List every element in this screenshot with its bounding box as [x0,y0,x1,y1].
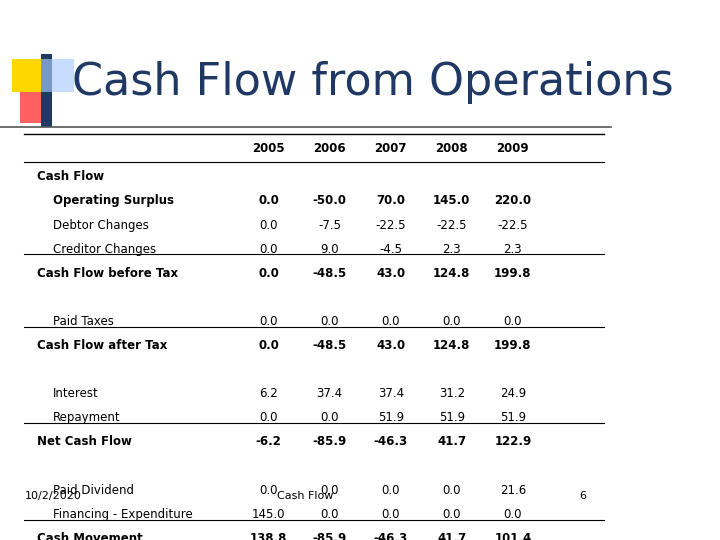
Text: -22.5: -22.5 [436,219,467,232]
Text: 2009: 2009 [497,142,529,155]
Text: Cash Movement: Cash Movement [37,532,143,540]
Text: 0.0: 0.0 [320,411,339,424]
FancyBboxPatch shape [20,92,49,123]
Text: 51.9: 51.9 [378,411,404,424]
Text: 0.0: 0.0 [382,315,400,328]
Text: 0.0: 0.0 [258,339,279,352]
Text: 0.0: 0.0 [258,194,279,207]
Text: Debtor Changes: Debtor Changes [53,219,148,232]
Text: 0.0: 0.0 [258,267,279,280]
Text: 0.0: 0.0 [259,219,278,232]
Text: 2005: 2005 [252,142,285,155]
Text: 124.8: 124.8 [433,339,470,352]
Text: 0.0: 0.0 [443,315,461,328]
Text: -46.3: -46.3 [374,435,408,448]
Text: 37.4: 37.4 [378,387,404,400]
Text: -48.5: -48.5 [312,267,347,280]
Text: 0.0: 0.0 [259,411,278,424]
FancyBboxPatch shape [41,59,74,92]
Text: -50.0: -50.0 [312,194,347,207]
Text: 0.0: 0.0 [320,484,339,497]
Text: 0.0: 0.0 [503,315,522,328]
Text: Interest: Interest [53,387,98,400]
Text: 101.4: 101.4 [494,532,531,540]
Text: Cash Flow before Tax: Cash Flow before Tax [37,267,178,280]
Text: Cash Flow: Cash Flow [37,171,104,184]
Text: 122.9: 122.9 [494,435,531,448]
Text: 41.7: 41.7 [437,435,467,448]
FancyBboxPatch shape [41,54,52,127]
Text: -85.9: -85.9 [312,532,347,540]
Text: -7.5: -7.5 [318,219,341,232]
Text: 0.0: 0.0 [382,508,400,521]
Text: 6.2: 6.2 [259,387,278,400]
Text: 37.4: 37.4 [317,387,343,400]
Text: 43.0: 43.0 [376,339,405,352]
Text: 145.0: 145.0 [433,194,470,207]
Text: Cash Flow: Cash Flow [277,491,333,501]
Text: Repayment: Repayment [53,411,120,424]
Text: 0.0: 0.0 [503,508,522,521]
Text: -22.5: -22.5 [498,219,528,232]
Text: 31.2: 31.2 [438,387,465,400]
Text: 0.0: 0.0 [259,315,278,328]
Text: 9.0: 9.0 [320,242,339,255]
Text: Cash Flow from Operations: Cash Flow from Operations [72,60,674,104]
Text: 41.7: 41.7 [437,532,467,540]
Text: Financing - Expenditure: Financing - Expenditure [53,508,192,521]
Text: 6: 6 [579,491,586,501]
Text: 2007: 2007 [374,142,407,155]
Text: 10/2/2020: 10/2/2020 [24,491,81,501]
Text: Cash Flow after Tax: Cash Flow after Tax [37,339,167,352]
Text: 0.0: 0.0 [443,508,461,521]
Text: 70.0: 70.0 [377,194,405,207]
Text: Creditor Changes: Creditor Changes [53,242,156,255]
Text: 220.0: 220.0 [495,194,531,207]
Text: 51.9: 51.9 [438,411,465,424]
Text: -22.5: -22.5 [376,219,406,232]
Text: -6.2: -6.2 [256,435,282,448]
Text: 24.9: 24.9 [500,387,526,400]
Text: 0.0: 0.0 [259,484,278,497]
Text: 2006: 2006 [313,142,346,155]
Text: 2.3: 2.3 [443,242,461,255]
Text: 21.6: 21.6 [500,484,526,497]
Text: 2008: 2008 [436,142,468,155]
Text: -48.5: -48.5 [312,339,347,352]
Text: -4.5: -4.5 [379,242,402,255]
Text: 199.8: 199.8 [494,339,531,352]
Text: -85.9: -85.9 [312,435,347,448]
Text: 2.3: 2.3 [503,242,522,255]
Text: 199.8: 199.8 [494,267,531,280]
Text: 0.0: 0.0 [382,484,400,497]
Text: Net Cash Flow: Net Cash Flow [37,435,132,448]
Text: 51.9: 51.9 [500,411,526,424]
FancyBboxPatch shape [12,59,46,92]
Text: 138.8: 138.8 [250,532,287,540]
Text: 0.0: 0.0 [259,242,278,255]
Text: Paid Taxes: Paid Taxes [53,315,113,328]
Text: Operating Surplus: Operating Surplus [53,194,174,207]
Text: 145.0: 145.0 [252,508,285,521]
Text: 0.0: 0.0 [320,508,339,521]
Text: -46.3: -46.3 [374,532,408,540]
Text: Paid Dividend: Paid Dividend [53,484,133,497]
Text: 0.0: 0.0 [320,315,339,328]
Text: 43.0: 43.0 [376,267,405,280]
Text: 0.0: 0.0 [443,484,461,497]
Text: 124.8: 124.8 [433,267,470,280]
